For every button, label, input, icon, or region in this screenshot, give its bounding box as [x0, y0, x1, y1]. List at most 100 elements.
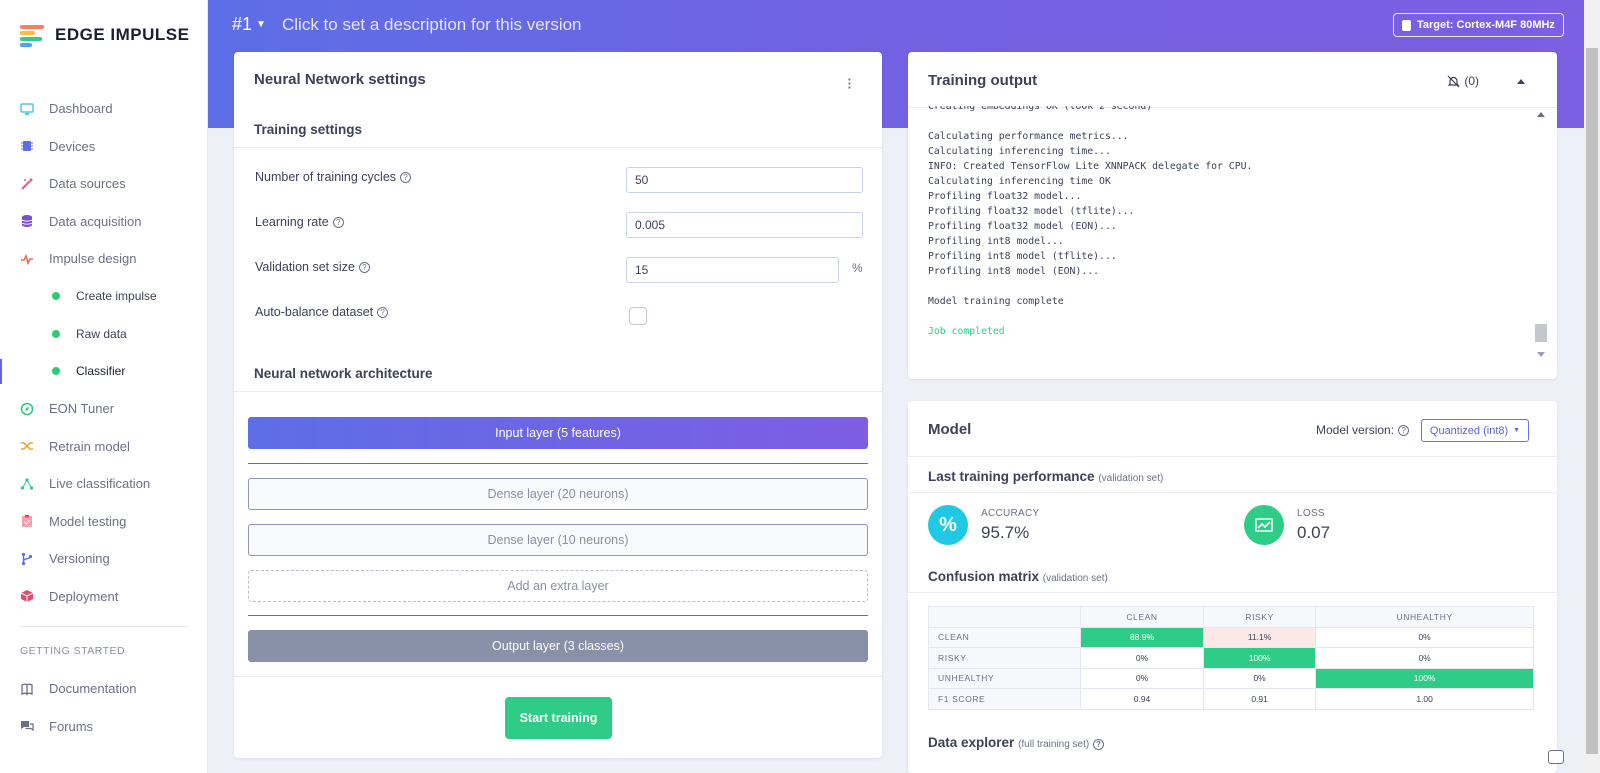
book-icon — [20, 682, 34, 696]
help-icon[interactable]: ? — [332, 216, 344, 228]
sidebar-item-forums[interactable]: Forums — [0, 708, 208, 746]
layer-connector — [248, 463, 868, 464]
start-training-button[interactable]: Start training — [505, 697, 612, 739]
log-line: Profiling int8 model (tflite)... — [928, 251, 1117, 262]
log-line: Profiling float32 model (EON)... — [928, 221, 1117, 232]
help-icon[interactable]: ? — [1398, 424, 1410, 436]
row-header: F1 SCORE — [928, 688, 1081, 710]
accuracy-metric: % ACCURACY 95.7% — [928, 505, 1040, 545]
log-line-job-completed: Job completed — [928, 326, 1005, 337]
log-line: Profiling int8 model... — [928, 236, 1064, 247]
confusion-matrix-table: CLEAN RISKY UNHEALTHY CLEAN 88.9% 11.1% … — [928, 606, 1534, 710]
sidebar-item-data-sources[interactable]: Data sources — [0, 165, 208, 203]
section-divider — [908, 492, 1557, 493]
scroll-up-icon[interactable] — [1537, 112, 1545, 117]
add-layer-button[interactable]: Add an extra layer — [248, 570, 868, 602]
table-cell: 1.00 — [1315, 688, 1534, 710]
dense-layer-2[interactable]: Dense layer (10 neurons) — [248, 524, 868, 556]
table-cell: 0% — [1315, 647, 1534, 669]
collapse-icon[interactable] — [1517, 79, 1525, 84]
scroll-thumb[interactable] — [1535, 324, 1547, 342]
table-row: UNHEALTHY 0% 0% 100% — [928, 667, 1534, 689]
validation-size-label: Validation set size ? — [255, 260, 370, 274]
page-scrollbar[interactable] — [1584, 0, 1600, 773]
sidebar-subitem-raw-data[interactable]: Raw data — [0, 315, 208, 353]
model-version-text: Model version: — [1316, 423, 1395, 437]
training-output-card: Training output (0) Creating embeddings … — [908, 52, 1557, 379]
chart-line-icon — [1244, 505, 1284, 545]
log-line: Creating embeddings OK (took 2 second) — [928, 106, 1153, 112]
help-icon[interactable]: ? — [400, 171, 412, 183]
page-scroll-thumb[interactable] — [1586, 48, 1598, 754]
heading-text: Confusion matrix — [928, 569, 1040, 584]
sidebar-item-retrain-model[interactable]: Retrain model — [0, 428, 208, 466]
percent-unit: % — [852, 261, 863, 275]
sidebar-item-eon-tuner[interactable]: EON Tuner — [0, 390, 208, 428]
nn-settings-card: Neural Network settings · · · Training set… — [234, 52, 882, 758]
sidebar-item-data-acquisition[interactable]: Data acquisition — [0, 203, 208, 241]
log-line — [928, 114, 1528, 129]
more-options-icon[interactable]: · · · — [847, 72, 852, 95]
validation-size-input[interactable] — [626, 257, 839, 283]
input-layer[interactable]: Input layer (5 features) — [248, 417, 868, 449]
dense-layer-1[interactable]: Dense layer (20 neurons) — [248, 478, 868, 510]
sidebar-subitem-create-impulse[interactable]: Create impulse — [0, 278, 208, 316]
model-version-select[interactable]: Quantized (int8) ▼ — [1421, 419, 1529, 442]
help-icon[interactable]: ? — [358, 261, 370, 273]
section-divider — [908, 456, 1557, 457]
sidebar-item-model-testing[interactable]: Model testing — [0, 503, 208, 541]
sidebar-subitem-classifier[interactable]: Classifier — [0, 353, 208, 391]
sidebar-item-deployment[interactable]: Deployment — [0, 578, 208, 616]
heading-sub: (validation set) — [1042, 573, 1108, 584]
learning-rate-input[interactable] — [626, 212, 863, 238]
log-line — [928, 309, 1528, 324]
version-description[interactable]: Click to set a description for this vers… — [282, 15, 582, 34]
sidebar-item-label: Versioning — [49, 551, 110, 567]
scroll-down-icon[interactable] — [1537, 352, 1545, 357]
sidebar-item-dashboard[interactable]: Dashboard — [0, 90, 208, 128]
table-cell: 0% — [1080, 647, 1204, 669]
log-scrollbar[interactable] — [1535, 112, 1547, 360]
sidebar-item-live-classification[interactable]: Live classification — [0, 465, 208, 503]
heading-text: Last training performance — [928, 469, 1095, 484]
training-cycles-input[interactable] — [626, 167, 863, 193]
table-cell: 0.91 — [1202, 688, 1317, 710]
sidebar-item-label: Retrain model — [49, 438, 130, 454]
sidebar-item-versioning[interactable]: Versioning — [0, 540, 208, 578]
status-dot-icon — [52, 367, 60, 376]
table-cell: 0% — [1202, 667, 1317, 689]
accuracy-label: ACCURACY — [981, 507, 1040, 519]
last-training-performance-heading: Last training performance (validation se… — [928, 469, 1163, 484]
help-icon[interactable]: ? — [377, 306, 389, 318]
version-selector[interactable]: #1 ▼ — [232, 14, 266, 35]
table-row: CLEAN 88.9% 11.1% 0% — [928, 626, 1534, 648]
sidebar-item-label: Classifier — [76, 364, 126, 379]
field-label-text: Learning rate — [255, 215, 329, 229]
edge-impulse-logo[interactable]: EDGE IMPULSE — [20, 24, 189, 47]
auto-balance-checkbox[interactable] — [629, 307, 647, 325]
heading-text: Data explorer — [928, 735, 1015, 750]
table-header-cell: CLEAN — [1080, 606, 1204, 628]
output-layer[interactable]: Output layer (3 classes) — [248, 630, 868, 662]
sidebar-item-documentation[interactable]: Documentation — [0, 670, 208, 708]
notifications-toggle[interactable]: (0) — [1447, 74, 1479, 88]
field-label-text: Auto-balance dataset — [255, 305, 374, 319]
sidebar-item-label: Devices — [49, 138, 96, 154]
log-line: Calculating inferencing time OK — [928, 176, 1111, 187]
feedback-icon[interactable] — [1548, 750, 1564, 764]
sidebar-item-label: Deployment — [49, 588, 119, 604]
compass-icon — [20, 402, 34, 416]
log-line: Profiling int8 model (EON)... — [928, 266, 1100, 277]
sidebar-item-impulse-design[interactable]: Impulse design — [0, 240, 208, 278]
section-divider — [234, 147, 882, 148]
chevron-down-icon: ▼ — [256, 19, 266, 30]
confusion-matrix-heading: Confusion matrix (validation set) — [928, 569, 1108, 584]
target-device-button[interactable]: Target: Cortex-M4F 80MHz — [1393, 13, 1564, 37]
training-output-title: Training output — [928, 72, 1038, 89]
getting-started-title: GETTING STARTED — [20, 645, 126, 657]
sidebar-item-devices[interactable]: Devices — [0, 128, 208, 166]
table-cell: 0% — [1315, 626, 1534, 648]
help-icon[interactable]: ? — [1092, 739, 1104, 750]
table-header-cell: RISKY — [1202, 606, 1317, 628]
loss-metric: LOSS 0.07 — [1244, 505, 1330, 545]
